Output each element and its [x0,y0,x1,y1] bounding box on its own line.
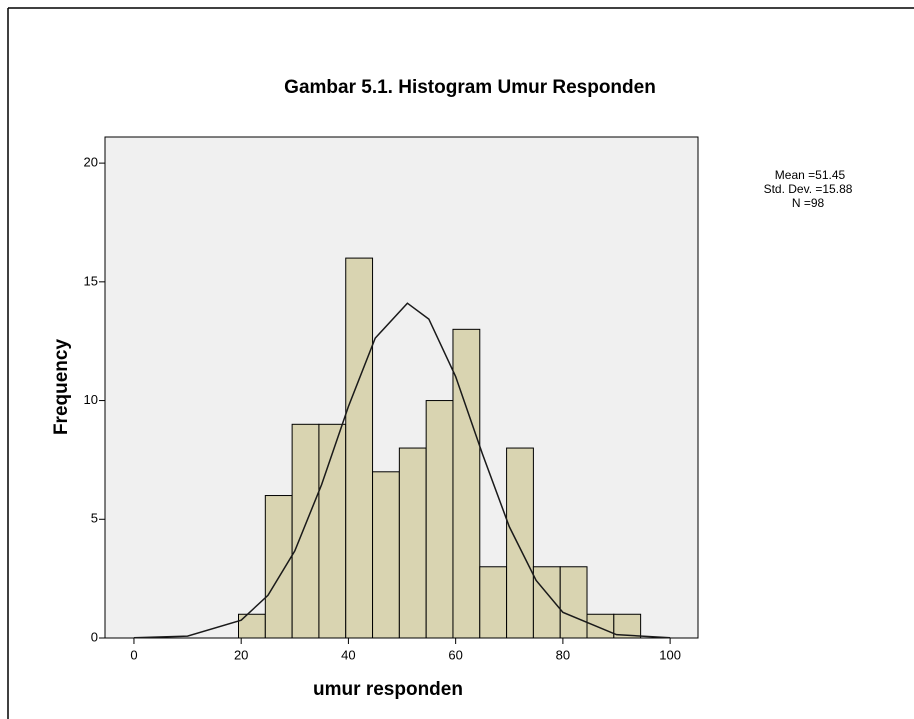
y-tick-label: 0 [91,629,98,644]
bar [318,423,347,639]
bar [291,423,320,639]
y-axis-label: Frequency [51,339,72,436]
bar [345,257,374,639]
bar [479,566,508,639]
y-tick-label: 10 [84,392,98,407]
bar [559,566,588,639]
y-tick-label: 15 [84,273,98,288]
x-axis-label: umur responden [313,679,463,700]
x-tick-label: 40 [341,647,355,662]
bar [425,400,454,639]
y-tick-label: 5 [91,511,98,526]
bar [586,613,615,639]
stat-label: Mean =51.45 [775,168,846,182]
bar [506,447,534,639]
x-tick-label: 20 [234,647,248,662]
x-tick-label: 100 [659,647,681,662]
y-tick-label: 20 [84,155,98,170]
bar [452,328,481,639]
stat-label: N =98 [792,196,825,210]
bar [532,566,561,639]
stat-label: Std. Dev. =15.88 [764,182,853,196]
x-tick-label: 0 [130,647,137,662]
chart-title: Gambar 5.1. Histogram Umur Responden [284,77,656,98]
bar [238,613,266,639]
bar [372,471,400,639]
bar [264,495,293,639]
bar [398,447,427,639]
x-tick-label: 80 [556,647,570,662]
bar [613,613,642,639]
normal-curve [133,302,671,639]
x-tick-label: 60 [448,647,462,662]
